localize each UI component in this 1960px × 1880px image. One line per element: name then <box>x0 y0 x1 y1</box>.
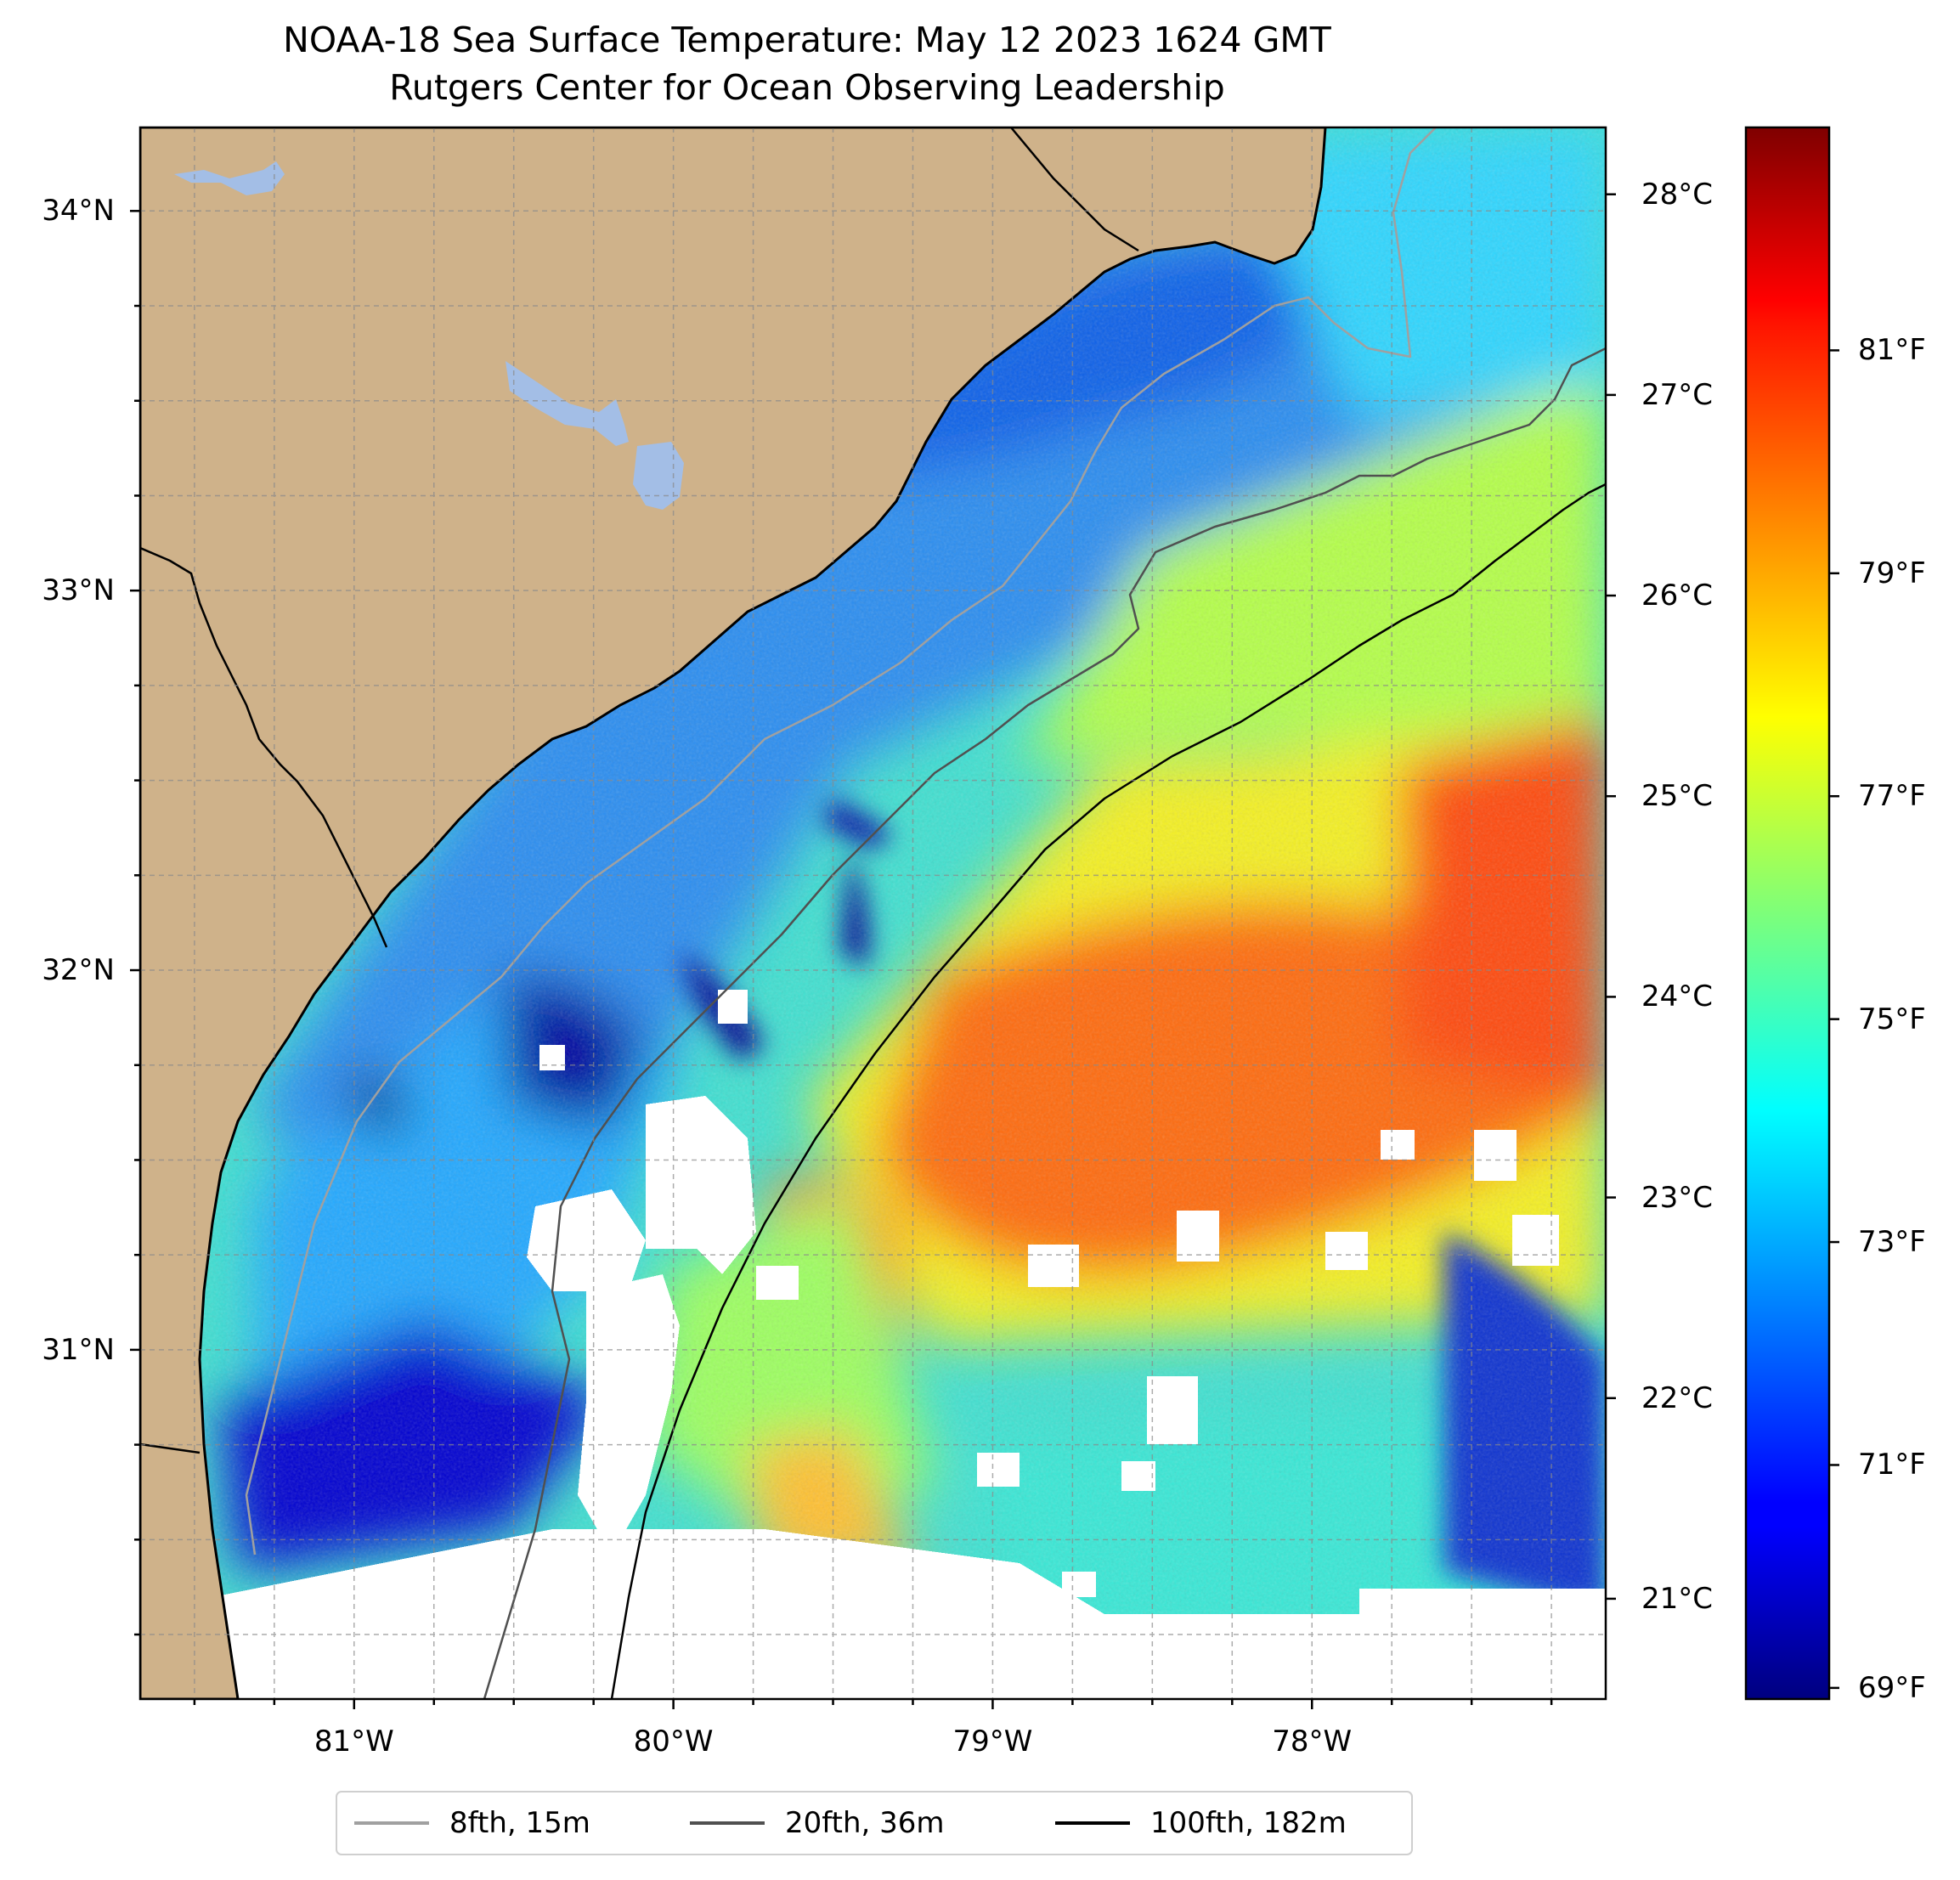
lon-tick-label: 78°W <box>1272 1725 1353 1759</box>
lon-tick-label: 81°W <box>313 1725 394 1759</box>
celsius-tick-label: 24°C <box>1641 980 1714 1014</box>
isobath-20fth <box>483 347 1606 1699</box>
map-frame <box>138 126 1607 1701</box>
lat-tick-label: 31°N <box>42 1332 115 1367</box>
colorbar-ticks <box>1606 193 1839 1690</box>
legend-item-8fth: 8fth, 15m <box>354 1792 590 1854</box>
land <box>140 127 1327 1699</box>
fahrenheit-tick-label: 69°F <box>1858 1670 1926 1705</box>
fahrenheit-tick-label: 75°F <box>1858 1002 1926 1036</box>
lakes <box>174 161 684 510</box>
lon-tick-label: 79°W <box>952 1725 1033 1759</box>
lat-tick-label: 32°N <box>42 953 115 988</box>
fahrenheit-tick-label: 79°F <box>1858 556 1926 590</box>
lat-tick-label: 33°N <box>42 573 115 608</box>
legend-label-100fth: 100fth, 182m <box>1150 1806 1347 1840</box>
state-border <box>140 127 1139 1454</box>
fahrenheit-tick-label: 73°F <box>1858 1225 1926 1260</box>
colorbar <box>1744 126 1831 1701</box>
chart-subtitle: Rutgers Center for Ocean Observing Leade… <box>389 67 1225 108</box>
celsius-tick-label: 22°C <box>1641 1380 1714 1415</box>
celsius-tick-label: 21°C <box>1641 1581 1714 1616</box>
isobath-100fth <box>610 483 1606 1699</box>
legend-item-20fth: 20fth, 36m <box>690 1792 945 1854</box>
isobath-8fth <box>245 127 1437 1555</box>
fahrenheit-tick-label: 77°F <box>1858 779 1926 814</box>
fahrenheit-tick-label: 81°F <box>1858 333 1926 368</box>
lat-tick-label: 34°N <box>42 194 115 229</box>
celsius-tick-label: 28°C <box>1641 177 1714 212</box>
legend-swatch-20fth <box>690 1821 765 1825</box>
isobaths <box>245 127 1606 1699</box>
legend-label-20fth: 20fth, 36m <box>785 1806 945 1840</box>
celsius-tick-label: 26°C <box>1641 579 1714 613</box>
axis-ticks <box>130 210 1553 1709</box>
chart-title: NOAA-18 Sea Surface Temperature: May 12 … <box>283 20 1331 60</box>
gridlines <box>140 127 1606 1699</box>
legend-item-100fth: 100fth, 182m <box>1055 1792 1347 1854</box>
fahrenheit-tick-label: 71°F <box>1858 1448 1926 1482</box>
isobath-legend: 8fth, 15m 20fth, 36m 100fth, 182m <box>336 1791 1413 1855</box>
legend-label-8fth: 8fth, 15m <box>449 1806 590 1840</box>
celsius-tick-label: 23°C <box>1641 1180 1714 1215</box>
legend-swatch-8fth <box>354 1821 429 1825</box>
legend-swatch-100fth <box>1055 1821 1130 1825</box>
celsius-tick-label: 25°C <box>1641 779 1714 814</box>
celsius-tick-label: 27°C <box>1641 377 1714 412</box>
lon-tick-label: 80°W <box>633 1725 714 1759</box>
